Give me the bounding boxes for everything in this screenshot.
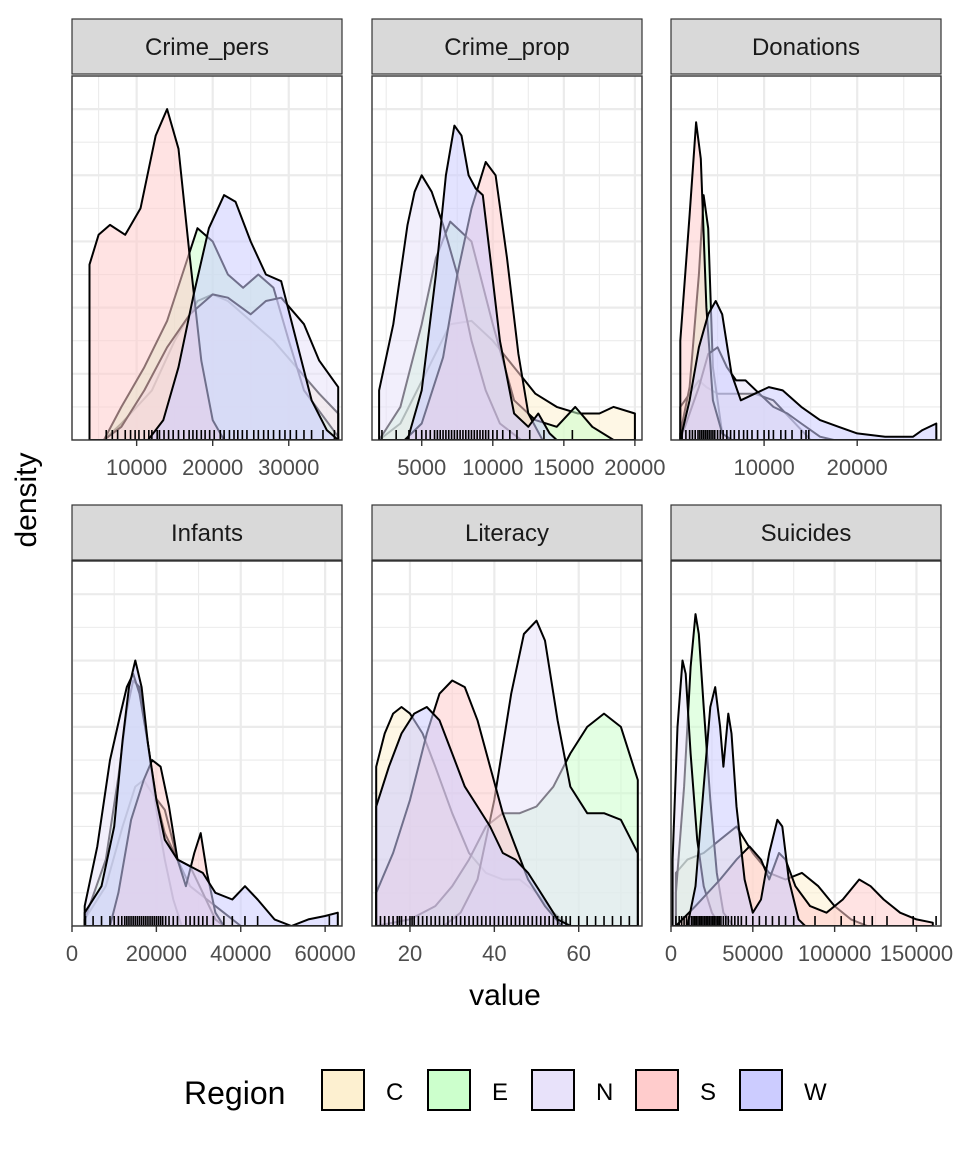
x-tick-label: 5000 — [397, 455, 446, 480]
panel-border — [670, 560, 942, 927]
rug — [105, 430, 336, 439]
rug — [375, 916, 639, 925]
facet-strip — [371, 18, 643, 75]
legend-label-s: S — [700, 1079, 716, 1106]
legend-label-w: W — [804, 1079, 827, 1106]
legend: Region C E N S W — [184, 1069, 827, 1111]
x-tick-label: 20000 — [827, 455, 888, 480]
facet-strip — [71, 504, 343, 561]
facet-crime-prop: Crime_prop 5000 10000 15000 20000 — [371, 18, 665, 480]
density-areas — [83, 659, 339, 926]
x-axis: 10000 20000 — [734, 440, 888, 480]
x-tick-label: 50000 — [722, 941, 783, 966]
x-tick-label: 10000 — [106, 455, 167, 480]
facet-literacy: Literacy 20 40 60 — [371, 504, 643, 966]
facet-panels: Crime_pers 10000 20000 30000 Crime_prop 5000 1… — [66, 18, 953, 966]
panel-border — [71, 560, 343, 927]
legend-title: Region — [184, 1075, 285, 1111]
facet-infants: Infants 0 20000 40000 60000 — [66, 504, 356, 966]
legend-label-c: C — [386, 1079, 403, 1106]
facet-strip-label: Infants — [171, 520, 243, 547]
density-areas — [671, 613, 934, 926]
legend-key-c — [321, 1069, 365, 1111]
density-w — [375, 706, 572, 926]
x-tick-label: 20000 — [604, 455, 665, 480]
x-tick-label: 30000 — [258, 455, 319, 480]
x-axis: 10000 20000 30000 — [106, 440, 319, 480]
x-tick-label: 20 — [398, 941, 422, 966]
x-tick-label: 0 — [66, 941, 78, 966]
facet-strip — [71, 18, 343, 75]
density-areas — [88, 108, 340, 440]
x-tick-label: 10000 — [734, 455, 795, 480]
legend-key-s — [635, 1069, 679, 1111]
rug — [84, 916, 339, 925]
facet-strip-label: Literacy — [465, 520, 549, 547]
legend-label-n: N — [596, 1079, 613, 1106]
rug — [675, 916, 937, 925]
legend-key-w — [739, 1069, 783, 1111]
x-axis: 0 50000 100000 150000 — [665, 926, 953, 966]
density-w — [679, 300, 938, 440]
density-areas — [378, 124, 636, 440]
legend-key-n — [531, 1069, 575, 1111]
x-tick-label: 20000 — [126, 941, 187, 966]
grid — [72, 561, 342, 926]
facet-donations: Donations 10000 20000 — [670, 18, 942, 480]
x-tick-label: 20000 — [182, 455, 243, 480]
density-areas — [375, 619, 639, 926]
rug — [381, 430, 636, 439]
x-tick-label: 10000 — [462, 455, 523, 480]
x-axis: 20 40 60 — [398, 926, 591, 966]
panel-border — [371, 75, 643, 441]
density-w — [83, 659, 339, 926]
y-axis-title: density — [10, 452, 43, 547]
x-tick-label: 40 — [482, 941, 506, 966]
x-tick-label: 15000 — [533, 455, 594, 480]
density-w — [406, 124, 558, 440]
panel-border — [670, 75, 942, 441]
legend-key-e — [427, 1069, 471, 1111]
density-w — [686, 686, 807, 926]
panel-border — [371, 560, 643, 927]
facet-strip-label: Donations — [752, 34, 860, 61]
facet-strip-label: Crime_prop — [444, 34, 569, 61]
panel-border — [71, 75, 343, 441]
facet-suicides: Suicides 0 50000 100000 150000 — [665, 504, 953, 966]
rug — [681, 430, 938, 439]
x-axis-title: value — [469, 979, 541, 1012]
facet-strip — [371, 504, 643, 561]
x-tick-label: 60 — [566, 941, 590, 966]
x-tick-label: 60000 — [295, 941, 356, 966]
x-tick-label: 150000 — [880, 941, 953, 966]
x-axis: 5000 10000 15000 20000 — [397, 440, 665, 480]
density-w — [147, 194, 340, 440]
density-areas — [679, 121, 938, 440]
x-axis: 0 20000 40000 60000 — [66, 926, 356, 966]
facet-strip-label: Suicides — [761, 520, 852, 547]
x-tick-label: 0 — [665, 941, 677, 966]
x-tick-label: 40000 — [210, 941, 271, 966]
facet-strip-label: Crime_pers — [145, 34, 269, 61]
x-tick-label: 100000 — [798, 941, 871, 966]
facet-strip — [670, 504, 942, 561]
facet-crime-pers: Crime_pers 10000 20000 30000 — [71, 18, 343, 480]
facet-strip — [670, 18, 942, 75]
legend-label-e: E — [492, 1079, 508, 1106]
